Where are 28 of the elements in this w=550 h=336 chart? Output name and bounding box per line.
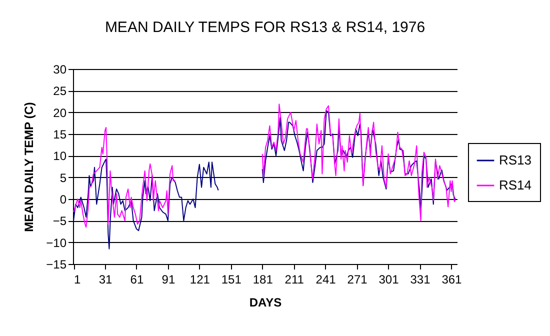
x-tick-label: 151 (221, 272, 242, 286)
y-tick-label: −15 (46, 258, 67, 272)
x-tick-label: 211 (284, 272, 304, 286)
x-tick-label: 301 (378, 272, 400, 286)
legend-label: RS13 (499, 152, 532, 168)
y-tick-label: 25 (53, 84, 67, 98)
y-tick-label: 10 (53, 149, 67, 164)
chart-title: MEAN DAILY TEMPS FOR RS13 & RS14, 1976 (104, 19, 426, 36)
y-tick-label: 15 (53, 128, 67, 142)
x-tick-label: 121 (190, 272, 210, 286)
x-axis-title: DAYS (249, 296, 282, 310)
y-tick-label: −10 (46, 236, 67, 250)
y-tick-label: 20 (53, 106, 67, 120)
y-axis-title: MEAN DAILY TEMP (C) (22, 102, 36, 232)
x-tick-label: 361 (442, 272, 462, 286)
x-tick-label: 331 (410, 272, 431, 286)
x-tick-label: 61 (130, 272, 144, 286)
x-tick-label: 31 (98, 272, 112, 286)
y-tick-label: −5 (52, 214, 67, 228)
y-tick-label: 30 (53, 62, 67, 76)
x-tick-label: 271 (347, 272, 368, 286)
legend-label: RS14 (499, 178, 532, 192)
x-tick-label: 1 (74, 272, 82, 286)
x-tick-label: 91 (162, 272, 176, 286)
y-tick-label: 0 (60, 192, 67, 206)
y-tick-label: 5 (60, 170, 67, 185)
x-tick-label: 241 (316, 272, 336, 286)
x-tick-label: 181 (252, 272, 274, 286)
